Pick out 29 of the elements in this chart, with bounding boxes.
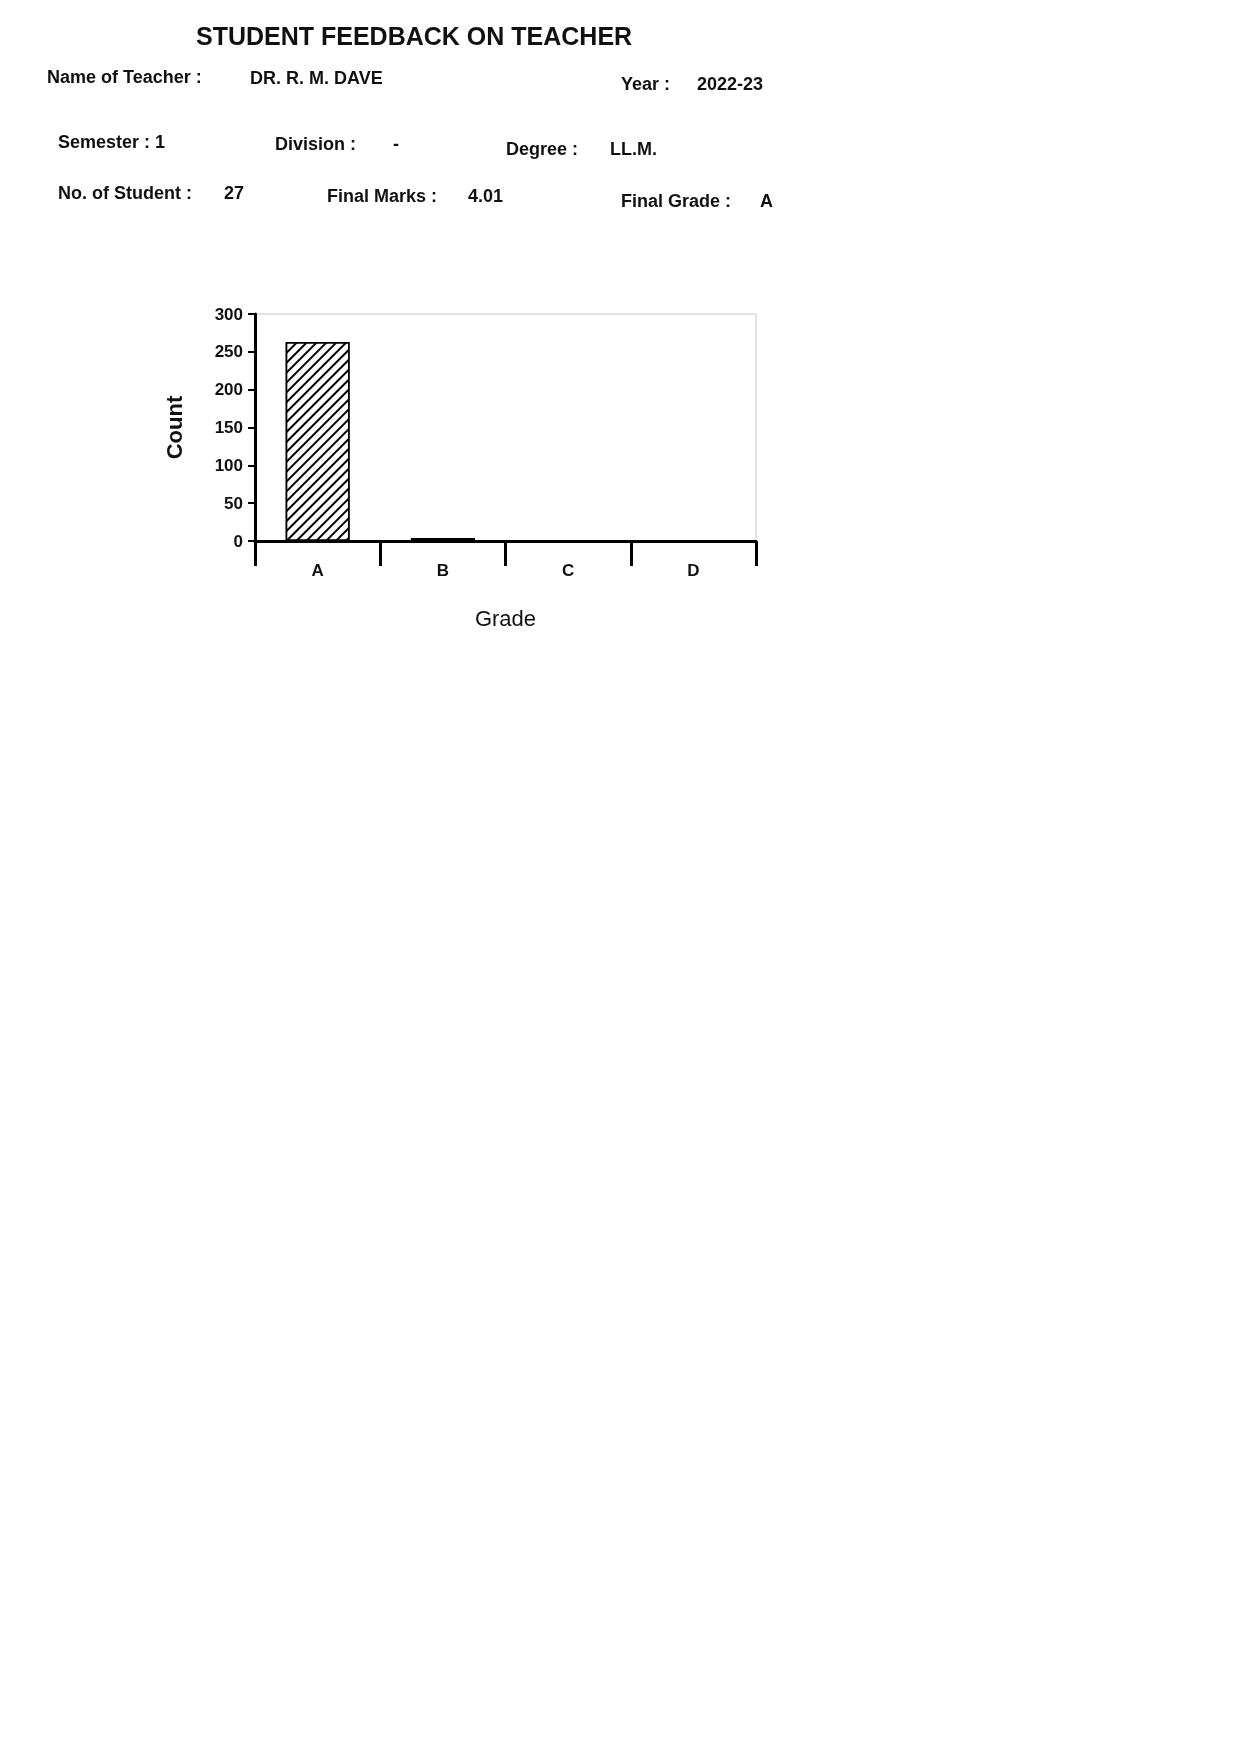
y-tick-label: 150 <box>214 418 243 437</box>
y-tick-label: 50 <box>224 493 243 513</box>
text: Year : <box>621 73 671 95</box>
text: LL.M. <box>610 138 657 160</box>
text: A <box>760 190 773 212</box>
y-tick-label: 100 <box>214 455 243 475</box>
text: Division : <box>275 133 357 155</box>
y-tick-label: 250 <box>214 342 243 362</box>
y-tick-label: 300 <box>214 304 243 324</box>
chart-title: STUDENT FEEDBACK ON TEACHER <box>196 22 633 50</box>
y-tick-label: 200 <box>214 380 243 400</box>
text: No. of Student : <box>58 182 192 204</box>
text: Final Grade : <box>621 190 732 212</box>
y-axis-title: Count <box>161 395 187 460</box>
x-tick-label: B <box>436 561 450 580</box>
text: DR. R. M. DAVE <box>250 67 383 89</box>
x-tick-label: C <box>561 561 575 580</box>
text: - <box>393 133 399 155</box>
text: 2022-23 <box>697 73 764 95</box>
text: 27 <box>224 182 245 204</box>
text: Name of Teacher : <box>47 66 202 88</box>
x-axis-title: Grade <box>474 605 537 631</box>
x-tick-label: A <box>311 561 324 580</box>
text: Final Marks : <box>327 185 438 207</box>
text: Degree : <box>506 138 579 160</box>
x-tick-label: D <box>687 561 700 580</box>
text: Semester : 1 <box>58 131 166 153</box>
text: 4.01 <box>468 185 504 207</box>
y-tick-label: 0 <box>233 531 243 551</box>
